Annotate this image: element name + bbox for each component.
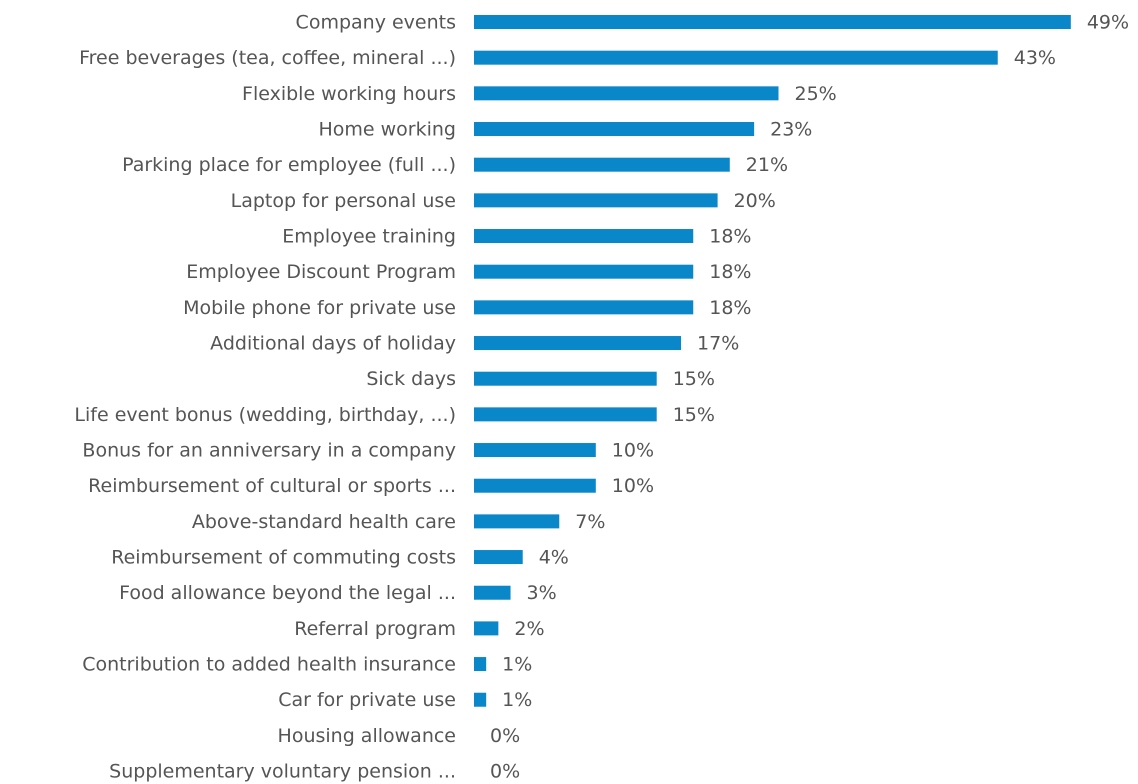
category-label: Employee training — [282, 226, 456, 248]
value-label: 21% — [746, 154, 788, 176]
value-label: 15% — [673, 404, 715, 426]
value-label: 15% — [673, 368, 715, 390]
bar — [474, 300, 694, 315]
category-label: Additional days of holiday — [210, 333, 456, 355]
value-label: 49% — [1087, 12, 1129, 34]
value-label: 18% — [709, 297, 751, 319]
category-label: Reimbursement of cultural or sports ... — [88, 475, 456, 497]
category-label: Employee Discount Program — [186, 261, 456, 283]
category-label: Above-standard health care — [192, 511, 456, 533]
bar — [474, 336, 682, 351]
bar — [474, 122, 755, 137]
category-label: Food allowance beyond the legal ... — [119, 582, 456, 604]
value-label: 23% — [770, 119, 812, 141]
bar — [474, 657, 487, 672]
category-label: Car for private use — [278, 689, 456, 711]
bar — [474, 550, 523, 565]
value-label: 43% — [1014, 47, 1056, 69]
bar — [474, 193, 718, 208]
category-label: Contribution to added health insurance — [82, 654, 456, 676]
bar — [474, 15, 1071, 29]
value-label: 20% — [734, 190, 776, 212]
bar — [474, 514, 560, 529]
value-label: 2% — [514, 618, 544, 640]
category-label: Laptop for personal use — [231, 190, 456, 212]
bar — [474, 443, 596, 458]
category-label: Housing allowance — [278, 725, 456, 747]
value-label: 3% — [527, 582, 557, 604]
value-label: 18% — [709, 226, 751, 248]
bar — [474, 264, 694, 279]
category-label: Parking place for employee (full ...) — [122, 154, 456, 176]
value-label: 18% — [709, 261, 751, 283]
bar — [474, 478, 596, 493]
value-label: 0% — [490, 761, 520, 783]
category-label: Supplementary voluntary pension ... — [109, 761, 456, 783]
bar — [474, 371, 657, 386]
bar — [474, 157, 730, 172]
bar — [474, 407, 657, 422]
bar — [474, 229, 694, 244]
bar — [474, 692, 487, 707]
category-label: Bonus for an anniversary in a company — [82, 440, 456, 462]
bar — [474, 86, 779, 101]
category-label: Company events — [296, 12, 456, 34]
bar — [474, 621, 499, 636]
value-label: 17% — [697, 333, 739, 355]
value-label: 0% — [490, 725, 520, 747]
category-label: Free beverages (tea, coffee, mineral ...… — [79, 47, 456, 69]
category-label: Sick days — [366, 368, 456, 390]
value-label: 10% — [612, 440, 654, 462]
category-label: Mobile phone for private use — [183, 297, 456, 319]
category-label: Referral program — [294, 618, 456, 640]
value-label: 10% — [612, 475, 654, 497]
category-label: Life event bonus (wedding, birthday, ...… — [74, 404, 456, 426]
value-label: 1% — [502, 654, 532, 676]
category-label: Home working — [318, 119, 456, 141]
value-label: 7% — [575, 511, 605, 533]
category-label: Flexible working hours — [242, 83, 456, 105]
value-label: 1% — [502, 689, 532, 711]
category-label: Reimbursement of commuting costs — [111, 547, 456, 569]
bar — [474, 585, 511, 600]
value-label: 4% — [539, 547, 569, 569]
bar — [474, 50, 998, 65]
value-label: 25% — [795, 83, 837, 105]
